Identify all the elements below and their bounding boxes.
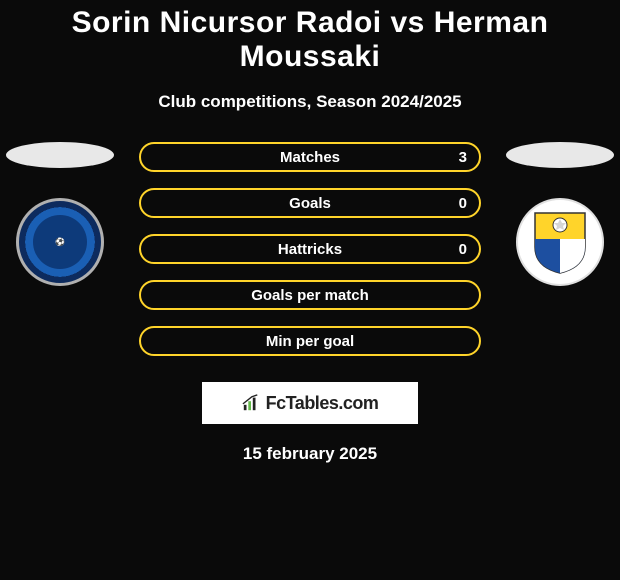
stat-label: Hattricks — [278, 241, 342, 258]
comparison-card: Sorin Nicursor Radoi vs Herman Moussaki … — [0, 0, 620, 464]
stat-value-right: 0 — [459, 241, 467, 258]
stat-row: Min per goal — [139, 326, 481, 356]
bar-chart-icon — [242, 394, 260, 412]
left-side: ⚽ — [0, 142, 120, 286]
stat-value-right: 3 — [459, 149, 467, 166]
player-b-photo — [506, 142, 614, 168]
page-title: Sorin Nicursor Radoi vs Herman Moussaki — [0, 6, 620, 74]
stat-label: Goals per match — [251, 287, 369, 304]
club-badge-viitorul: ⚽ — [16, 198, 104, 286]
watermark-text: FcTables.com — [266, 393, 379, 414]
stat-row: Hattricks 0 — [139, 234, 481, 264]
viitorul-icon: ⚽ — [55, 238, 65, 247]
snapshot-date: 15 february 2025 — [0, 444, 620, 464]
club-badge-petrolul — [516, 198, 604, 286]
stat-label: Min per goal — [266, 333, 354, 350]
stat-row: Goals 0 — [139, 188, 481, 218]
stat-row: Goals per match — [139, 280, 481, 310]
watermark: FcTables.com — [202, 382, 418, 424]
petrolul-shield-icon — [531, 209, 589, 275]
stat-value-right: 0 — [459, 195, 467, 212]
comparison-body: ⚽ Matches 3 Goals 0 Hattricks 0 Goals per matc… — [0, 142, 620, 356]
stat-row: Matches 3 — [139, 142, 481, 172]
player-a-name: Sorin Nicursor Radoi — [72, 6, 382, 39]
right-side — [500, 142, 620, 286]
stat-label: Matches — [280, 149, 340, 166]
vs-separator: vs — [390, 6, 424, 39]
stat-label: Goals — [289, 195, 331, 212]
subtitle: Club competitions, Season 2024/2025 — [0, 92, 620, 112]
player-a-photo — [6, 142, 114, 168]
stats-list: Matches 3 Goals 0 Hattricks 0 Goals per match M… — [139, 142, 481, 356]
